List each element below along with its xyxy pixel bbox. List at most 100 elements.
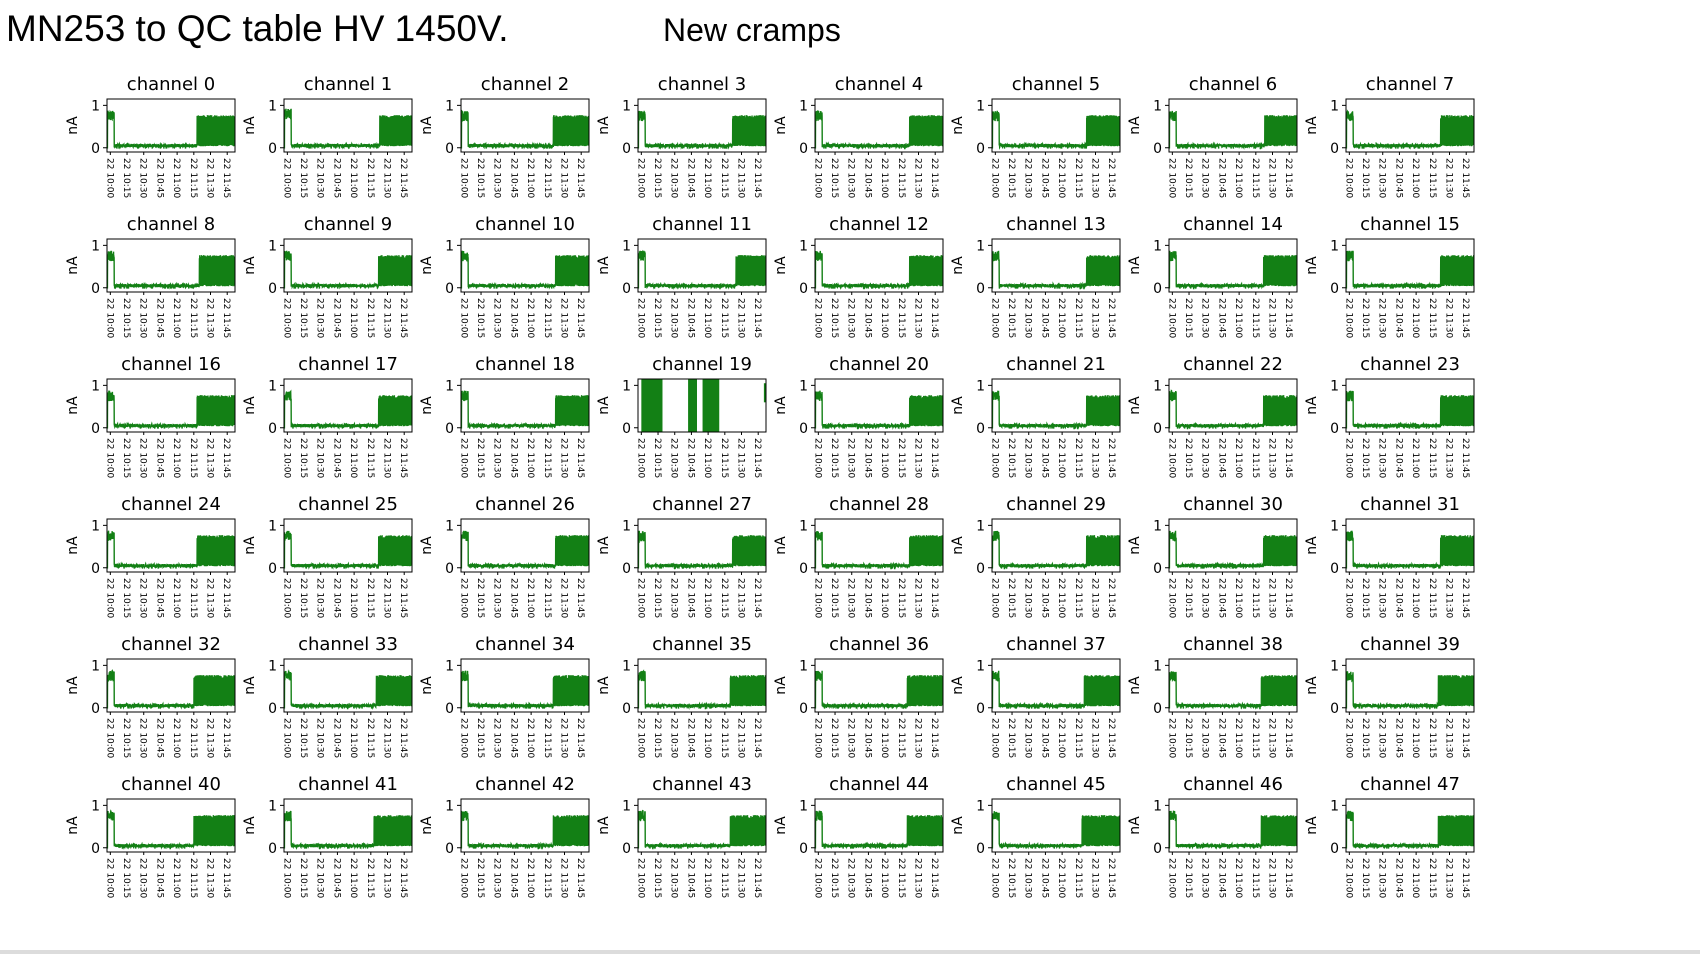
channel-panel: channel 10 nA 0 1 22 10:00 22 10:15 22 10:30 22… bbox=[419, 214, 590, 339]
x-tick-label: 22 10:00 bbox=[812, 298, 822, 339]
x-tick-label: 22 10:15 bbox=[1006, 158, 1016, 198]
channel-panel: channel 36 nA 0 1 22 10:00 22 10:15 22 10:30 22… bbox=[773, 634, 944, 759]
plot-frame bbox=[1345, 798, 1475, 853]
plot-frame bbox=[991, 798, 1121, 853]
x-tick-label: 22 10:45 bbox=[1216, 438, 1226, 478]
x-tick-label: 22 10:30 bbox=[138, 158, 148, 199]
y-axis-label: nA bbox=[1127, 396, 1143, 415]
x-tick-label: 22 10:30 bbox=[315, 438, 325, 479]
x-tick-label: 22 10:30 bbox=[138, 438, 148, 479]
x-tick-label: 22 11:45 bbox=[929, 718, 939, 758]
x-tick-label: 22 10:30 bbox=[846, 858, 856, 899]
x-tick-label: 22 10:45 bbox=[685, 578, 695, 618]
x-tick-label: 22 10:15 bbox=[475, 578, 485, 618]
y-tick-label: 1 bbox=[268, 238, 277, 254]
x-tick-label: 22 10:15 bbox=[121, 298, 131, 338]
panel-title: channel 47 bbox=[1360, 774, 1460, 795]
x-tick-label: 22 10:45 bbox=[508, 858, 518, 898]
x-tick-label: 22 10:15 bbox=[1183, 438, 1193, 478]
x-tick-label: 22 10:00 bbox=[1166, 858, 1176, 899]
y-tick-label: 0 bbox=[268, 421, 277, 437]
channel-panel: channel 11 nA 0 1 22 10:00 22 10:15 22 10:30 22… bbox=[596, 214, 767, 339]
y-tick-label: 0 bbox=[268, 281, 277, 297]
y-tick-label: 0 bbox=[976, 701, 985, 717]
y-tick-label: 0 bbox=[268, 701, 277, 717]
panel-title: channel 22 bbox=[1183, 354, 1283, 375]
channel-panel: channel 12 nA 0 1 22 10:00 22 10:15 22 10:30 22… bbox=[773, 214, 944, 339]
plot-frame bbox=[814, 798, 944, 853]
x-tick-label: 22 11:45 bbox=[1283, 578, 1293, 618]
panel-title: channel 10 bbox=[475, 214, 575, 235]
x-tick-label: 22 10:30 bbox=[1377, 718, 1387, 759]
x-tick-label: 22 11:30 bbox=[736, 438, 746, 479]
y-tick-label: 1 bbox=[622, 98, 631, 114]
x-tick-label: 22 10:45 bbox=[1216, 858, 1226, 898]
x-tick-label: 22 11:15 bbox=[365, 438, 375, 478]
channel-panel: channel 18 nA 0 1 22 10:00 22 10:15 22 10:30 22… bbox=[419, 354, 590, 479]
x-tick-label: 22 10:45 bbox=[862, 438, 872, 478]
x-tick-label: 22 11:00 bbox=[1056, 438, 1066, 479]
x-tick-label: 22 10:15 bbox=[121, 578, 131, 618]
x-tick-label: 22 10:45 bbox=[508, 158, 518, 198]
data-line bbox=[815, 250, 943, 290]
x-tick-label: 22 10:30 bbox=[315, 298, 325, 339]
y-axis-label: nA bbox=[65, 256, 81, 275]
y-tick-label: 0 bbox=[268, 141, 277, 157]
x-tick-label: 22 11:30 bbox=[1090, 158, 1100, 199]
x-tick-label: 22 10:45 bbox=[154, 718, 164, 758]
y-tick-label: 0 bbox=[976, 281, 985, 297]
panel-title: channel 5 bbox=[1012, 74, 1100, 95]
y-tick-label: 1 bbox=[268, 518, 277, 534]
data-line bbox=[815, 530, 943, 570]
x-tick-label: 22 11:45 bbox=[575, 298, 585, 338]
x-tick-label: 22 10:00 bbox=[458, 578, 468, 619]
x-tick-label: 22 11:00 bbox=[1410, 718, 1420, 759]
x-tick-label: 22 10:15 bbox=[829, 158, 839, 198]
x-tick-label: 22 11:15 bbox=[1250, 438, 1260, 478]
y-axis-label: nA bbox=[773, 256, 789, 275]
x-tick-label: 22 11:00 bbox=[525, 298, 535, 339]
y-tick-label: 1 bbox=[91, 518, 100, 534]
x-tick-label: 22 10:15 bbox=[1360, 578, 1370, 618]
x-tick-label: 22 11:00 bbox=[348, 858, 358, 899]
plot-frame bbox=[637, 658, 767, 713]
panel-title: channel 20 bbox=[829, 354, 929, 375]
panel-title: channel 15 bbox=[1360, 214, 1460, 235]
y-tick-label: 1 bbox=[91, 658, 100, 674]
x-tick-label: 22 10:15 bbox=[475, 158, 485, 198]
x-tick-label: 22 10:00 bbox=[1343, 718, 1353, 759]
x-tick-label: 22 11:15 bbox=[188, 858, 198, 898]
x-tick-label: 22 10:00 bbox=[458, 438, 468, 479]
x-tick-label: 22 11:45 bbox=[221, 298, 231, 338]
x-tick-label: 22 11:30 bbox=[1090, 858, 1100, 899]
x-tick-label: 22 10:45 bbox=[331, 158, 341, 198]
x-tick-label: 22 11:15 bbox=[542, 578, 552, 618]
x-tick-label: 22 11:30 bbox=[1444, 858, 1454, 899]
y-tick-label: 1 bbox=[1153, 378, 1162, 394]
x-tick-label: 22 10:00 bbox=[1343, 578, 1353, 619]
channel-panel: channel 40 nA 0 1 22 10:00 22 10:15 22 10:30 22… bbox=[65, 774, 236, 899]
data-line bbox=[107, 530, 235, 570]
data-line bbox=[1169, 110, 1297, 150]
x-tick-label: 22 10:45 bbox=[331, 718, 341, 758]
x-tick-label: 22 11:00 bbox=[1056, 158, 1066, 199]
x-tick-label: 22 11:30 bbox=[559, 158, 569, 199]
x-tick-label: 22 11:00 bbox=[348, 158, 358, 199]
channel-panel: channel 6 nA 0 1 22 10:00 22 10:15 22 10:30 22 … bbox=[1127, 74, 1298, 199]
y-axis-label: nA bbox=[242, 536, 258, 555]
plot-frame bbox=[991, 238, 1121, 293]
x-tick-label: 22 11:15 bbox=[1250, 858, 1260, 898]
x-tick-label: 22 11:45 bbox=[398, 718, 408, 758]
x-tick-label: 22 11:45 bbox=[752, 858, 762, 898]
data-line bbox=[1346, 250, 1474, 290]
x-tick-label: 22 10:00 bbox=[458, 158, 468, 199]
x-tick-label: 22 11:15 bbox=[188, 718, 198, 758]
x-tick-label: 22 11:00 bbox=[702, 578, 712, 619]
x-tick-label: 22 11:30 bbox=[205, 298, 215, 339]
x-tick-label: 22 11:30 bbox=[1444, 718, 1454, 759]
x-tick-label: 22 11:30 bbox=[1444, 158, 1454, 199]
x-tick-label: 22 10:15 bbox=[1006, 578, 1016, 618]
x-tick-label: 22 11:15 bbox=[896, 858, 906, 898]
x-tick-label: 22 11:45 bbox=[1106, 578, 1116, 618]
plot-frame bbox=[1345, 518, 1475, 573]
